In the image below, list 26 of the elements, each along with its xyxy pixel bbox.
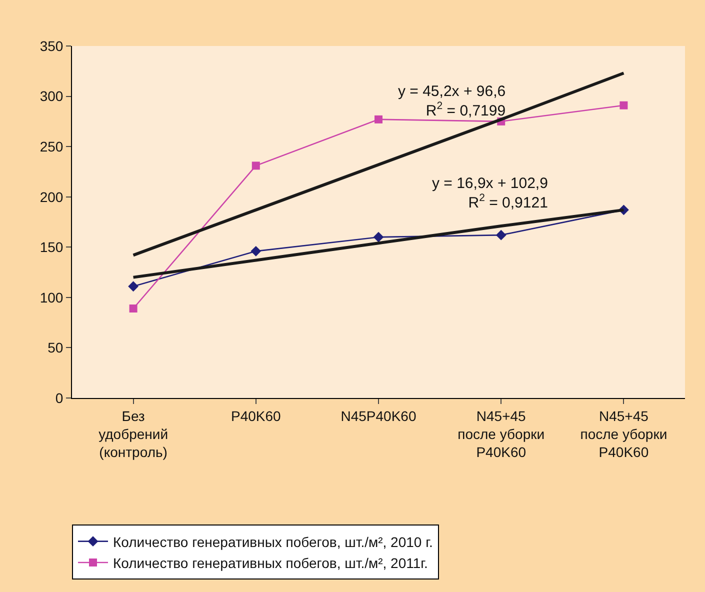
y-tick-label: 200 [40, 188, 64, 205]
legend-label: Количество генеративных побегов, шт./м², 2010 г. [113, 534, 433, 550]
point [129, 304, 138, 312]
y-tick-label: 300 [40, 88, 64, 104]
point [496, 230, 506, 240]
point [374, 115, 382, 124]
legend-label: Количество генеративных побегов, шт./м², 2011г. [113, 554, 428, 571]
y-tick-label: 250 [40, 138, 64, 154]
x-tick-label: N45P40K60 [340, 408, 416, 424]
annotation: y = 16,9x + 102,9 R$^{2}$ = 0,9121 [432, 175, 548, 212]
point [373, 232, 384, 242]
point [252, 162, 260, 170]
x-tick-label: N45+45 после уборки P40K60 [580, 408, 668, 460]
x-tick-label: Без удобрений (контроль) [98, 408, 168, 460]
point [250, 246, 262, 256]
y-tick-label: 150 [40, 239, 64, 256]
y-tick-label: 100 [40, 289, 64, 306]
x-tick-label: P40K60 [230, 408, 282, 424]
x-tick-label: N45+45 после уборки P40K60 [458, 408, 545, 460]
line-series [132, 72, 626, 257]
y-tick-label: 50 [48, 340, 64, 356]
y-tick-label: 350 [40, 38, 64, 54]
annotation: y = 45,2x + 96,6 R$^{2}$ = 0,7199 [398, 83, 506, 120]
point [128, 281, 138, 292]
y-tick-label: 0 [55, 390, 64, 406]
point [620, 101, 628, 110]
